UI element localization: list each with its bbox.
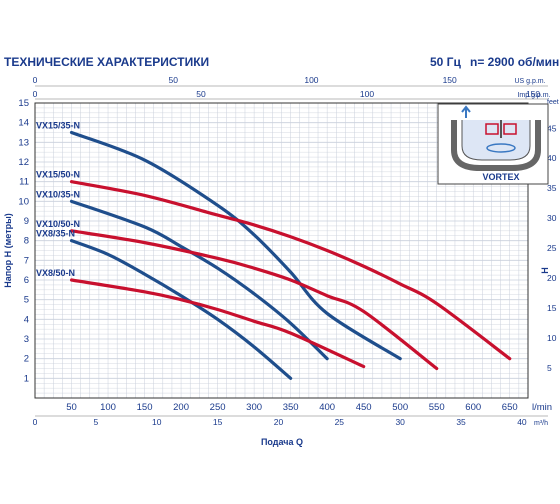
y-tick-label: 10 bbox=[18, 196, 29, 207]
m3h-unit: m³/h bbox=[534, 420, 548, 427]
x-tick-label: 50 bbox=[66, 402, 77, 413]
y-tick-label: 11 bbox=[19, 177, 29, 188]
flow-arrow-icon bbox=[461, 105, 471, 118]
x-tick-label: 450 bbox=[356, 402, 372, 413]
x-tick-label: 650 bbox=[502, 402, 518, 413]
curve-label: VX8/35-N bbox=[36, 229, 75, 239]
curve-vx15-50-n bbox=[69, 180, 512, 361]
chart-title: ТЕХНИЧЕСКИЕ ХАРАКТЕРИСТИКИ bbox=[4, 55, 210, 69]
curves bbox=[69, 130, 512, 380]
x-tick-label: 350 bbox=[283, 402, 299, 413]
y-tick-label: 5 bbox=[24, 295, 29, 306]
feet-tick-label: 30 bbox=[547, 213, 557, 223]
us-gpm-unit: US g.p.m. bbox=[514, 78, 545, 85]
x-unit-label: l/min bbox=[532, 402, 552, 413]
y-tick-label: 14 bbox=[18, 118, 29, 129]
y-tick-label: 1 bbox=[24, 373, 29, 384]
y-tick-label: 4 bbox=[24, 314, 29, 325]
curve-label: VX15/50-N bbox=[36, 170, 80, 180]
vortex-swirl-icon bbox=[486, 143, 516, 153]
m3h-tick-label: 25 bbox=[335, 417, 345, 427]
m3h-tick-label: 15 bbox=[213, 417, 223, 427]
feet-tick-label: 40 bbox=[547, 153, 557, 163]
frequency-label: 50 Гц bbox=[430, 55, 461, 69]
feet-tick-label: 5 bbox=[547, 363, 552, 373]
y-axis-title: Напор H (метры) bbox=[3, 213, 13, 288]
us-gpm-tick-label: 150 bbox=[443, 75, 457, 85]
x-tick-label: 250 bbox=[210, 402, 226, 413]
x-tick-label: 100 bbox=[100, 402, 116, 413]
feet-tick-label: 10 bbox=[547, 333, 557, 343]
vortex-inset: VORTEX bbox=[437, 103, 549, 185]
pump-housing-icon bbox=[451, 120, 541, 171]
feet-tick-label: 25 bbox=[547, 243, 557, 253]
us-gpm-tick-label: 100 bbox=[304, 75, 318, 85]
us-gpm-tick-label: 0 bbox=[33, 75, 38, 85]
curve-label: VX15/35-N bbox=[36, 121, 80, 131]
y-tick-label: 7 bbox=[24, 255, 29, 266]
feet-tick-label: 45 bbox=[547, 123, 557, 133]
m3h-tick-label: 5 bbox=[93, 417, 98, 427]
curve-labels: VX15/35-NVX15/50-NVX10/35-NVX10/50-NVX8/… bbox=[36, 121, 80, 279]
curve-vx8-35-n bbox=[69, 239, 293, 380]
curve-vx10-50-n bbox=[69, 229, 439, 371]
us-gpm-tick-label: 50 bbox=[168, 75, 178, 85]
y-tick-label: 12 bbox=[18, 157, 29, 168]
plot-border bbox=[34, 102, 529, 399]
m3h-tick-label: 0 bbox=[33, 417, 38, 427]
curve-label: VX10/35-N bbox=[36, 189, 80, 199]
axes: 50 100 150 200 250 300 350 400 450 500 550 600 650 l/… bbox=[3, 75, 559, 447]
m3h-tick-label: 35 bbox=[456, 417, 466, 427]
y-tick-label: 3 bbox=[24, 334, 29, 345]
curve-label: VX10/50-N bbox=[36, 219, 80, 229]
imp-gpm-tick-label: 100 bbox=[360, 89, 374, 99]
m3h-tick-label: 10 bbox=[152, 417, 162, 427]
x-tick-label: 150 bbox=[137, 402, 153, 413]
y2-axis-title: H bbox=[540, 267, 550, 274]
curve-vx10-35-n bbox=[69, 199, 329, 361]
pump-chamber-icon bbox=[461, 120, 531, 161]
y-tick-label: 6 bbox=[24, 275, 29, 286]
curve-vx8-50-n bbox=[69, 278, 366, 369]
speed-label: n= 2900 об/мин bbox=[470, 55, 560, 69]
m3h-tick-label: 40 bbox=[517, 417, 527, 427]
y-tick-label: 2 bbox=[24, 354, 29, 365]
y-tick-label: 15 bbox=[18, 98, 29, 109]
feet-tick-label: 20 bbox=[547, 273, 557, 283]
x-tick-label: 300 bbox=[246, 402, 262, 413]
imp-gpm-tick-label: 150 bbox=[526, 89, 540, 99]
plot-frame bbox=[34, 102, 529, 399]
imp-gpm-tick-label: 0 bbox=[33, 89, 38, 99]
x-tick-label: 550 bbox=[429, 402, 445, 413]
x-tick-label: 600 bbox=[465, 402, 481, 413]
inset-label: VORTEX bbox=[482, 172, 519, 182]
m3h-tick-label: 30 bbox=[395, 417, 405, 427]
feet-tick-label: 35 bbox=[547, 183, 557, 193]
feet-unit: feet bbox=[547, 99, 559, 106]
impeller-icon bbox=[503, 123, 517, 135]
m3h-tick-label: 20 bbox=[274, 417, 284, 427]
x-tick-label: 400 bbox=[319, 402, 335, 413]
x-axis-title: Подача Q bbox=[261, 437, 303, 447]
impeller-icon bbox=[485, 123, 499, 135]
x-tick-label: 200 bbox=[173, 402, 189, 413]
curve-vx15-35-n bbox=[69, 130, 402, 361]
y-tick-label: 13 bbox=[18, 137, 29, 148]
x-tick-label: 500 bbox=[392, 402, 408, 413]
imp-gpm-unit: Imp g.p.m. bbox=[517, 92, 550, 99]
curve-label: VX8/50-N bbox=[36, 268, 75, 278]
y-tick-label: 8 bbox=[24, 236, 29, 247]
imp-gpm-tick-label: 50 bbox=[196, 89, 206, 99]
y-tick-label: 9 bbox=[24, 216, 29, 227]
feet-tick-label: 15 bbox=[547, 303, 557, 313]
